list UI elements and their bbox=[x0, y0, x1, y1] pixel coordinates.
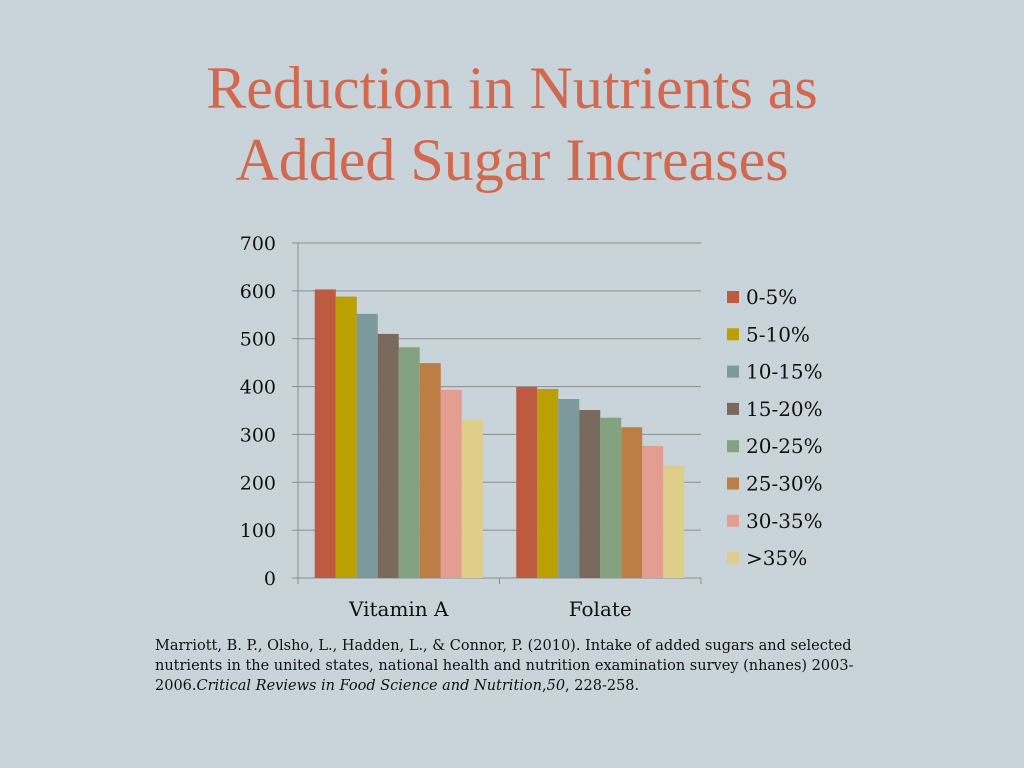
y-tick-label: 400 bbox=[240, 377, 276, 399]
y-tick-label: 700 bbox=[240, 233, 276, 255]
legend-swatch bbox=[727, 365, 739, 378]
title-line-1: Reduction in Nutrients as bbox=[206, 55, 818, 121]
legend-label: 10-15% bbox=[746, 360, 823, 384]
citation-separator: , bbox=[541, 678, 547, 694]
citation-authors: Marriott, B. P., Olsho, L., Hadden, L., … bbox=[155, 638, 854, 694]
x-category-label: Folate bbox=[569, 597, 632, 621]
y-tick-label: 600 bbox=[240, 281, 276, 303]
bar bbox=[579, 410, 601, 578]
y-tick-label: 200 bbox=[240, 472, 276, 494]
slide-title: Reduction in Nutrients as Added Sugar In… bbox=[0, 52, 1024, 196]
citation: Marriott, B. P., Olsho, L., Hadden, L., … bbox=[155, 636, 885, 696]
y-tick-label: 100 bbox=[240, 520, 276, 542]
legend-label: 20-25% bbox=[746, 434, 823, 458]
legend-label: 5-10% bbox=[746, 322, 810, 346]
bar bbox=[419, 363, 441, 578]
citation-journal: Critical Reviews in Food Science and Nut… bbox=[196, 678, 542, 694]
y-tick-label: 300 bbox=[240, 424, 276, 446]
legend-swatch bbox=[727, 440, 739, 453]
bar bbox=[663, 465, 685, 578]
legend-label: >35% bbox=[746, 546, 807, 570]
legend-label: 25-30% bbox=[746, 472, 823, 496]
legend-label: 15-20% bbox=[746, 397, 823, 421]
bar bbox=[621, 427, 643, 578]
citation-pages: , 228-258. bbox=[565, 678, 640, 694]
bar bbox=[314, 289, 336, 578]
legend-swatch bbox=[727, 291, 739, 303]
legend-label: 30-35% bbox=[746, 509, 823, 533]
bar bbox=[440, 389, 462, 578]
bar bbox=[377, 333, 399, 578]
legend-swatch bbox=[727, 552, 739, 565]
bar bbox=[398, 347, 420, 578]
bar bbox=[356, 313, 378, 578]
bar bbox=[335, 296, 357, 578]
citation-volume: 50 bbox=[546, 678, 566, 694]
y-tick-label: 500 bbox=[240, 329, 276, 351]
bar bbox=[558, 399, 580, 578]
legend-swatch bbox=[727, 514, 739, 527]
legend-label: 0-5% bbox=[746, 285, 797, 309]
legend-swatch bbox=[727, 328, 739, 341]
bar bbox=[642, 445, 664, 578]
legend-swatch bbox=[727, 402, 739, 415]
x-category-label: Vitamin A bbox=[348, 597, 449, 621]
bar bbox=[600, 417, 622, 578]
title-line-2: Added Sugar Increases bbox=[235, 127, 789, 193]
bar bbox=[461, 420, 483, 578]
bar bbox=[537, 388, 559, 578]
bar bbox=[516, 387, 538, 578]
legend-swatch bbox=[727, 477, 739, 490]
y-tick-label: 0 bbox=[264, 568, 276, 590]
